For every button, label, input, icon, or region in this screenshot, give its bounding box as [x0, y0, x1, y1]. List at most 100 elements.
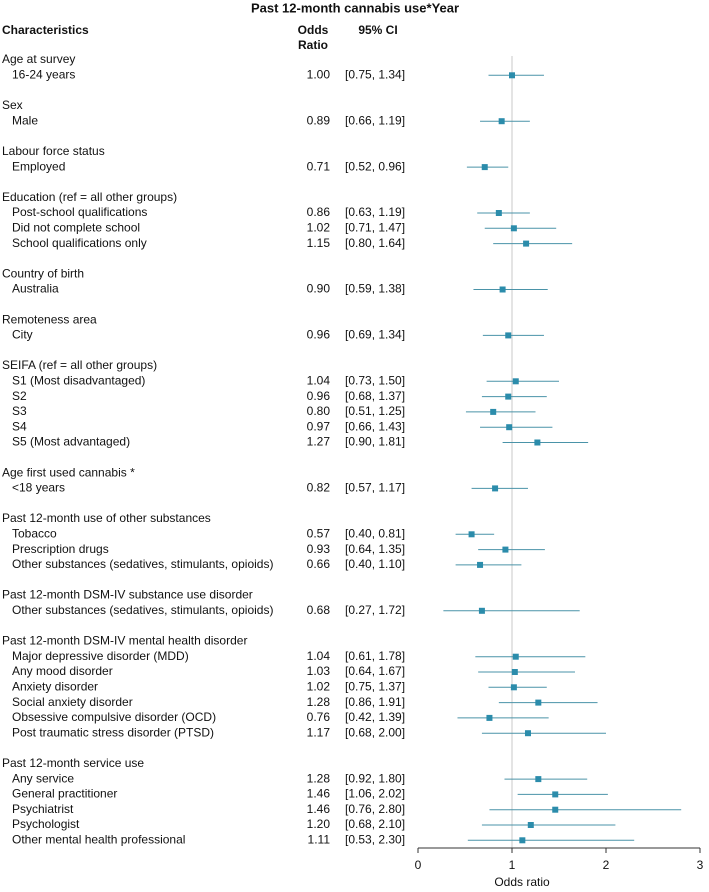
point-estimate — [523, 240, 530, 247]
odds-ratio: 0.89 — [307, 113, 331, 127]
ci-text: [0.75, 1.37] — [345, 679, 405, 693]
ci-text: [0.66, 1.43] — [345, 419, 405, 433]
ci-text: [0.52, 0.96] — [345, 159, 405, 173]
point-estimate — [490, 408, 497, 415]
odds-ratio: 1.02 — [307, 679, 331, 693]
odds-ratio: 0.66 — [307, 557, 331, 571]
odds-ratio: 1.17 — [307, 725, 331, 739]
odds-ratio: 1.04 — [307, 373, 331, 387]
odds-ratio: 1.03 — [307, 664, 331, 678]
point-estimate — [552, 791, 559, 798]
row-label: Psychologist — [12, 817, 80, 831]
odds-ratio: 1.28 — [307, 695, 331, 709]
point-estimate — [535, 699, 542, 706]
ci-text: [0.64, 1.35] — [345, 542, 405, 556]
group-label: Education (ref = all other groups) — [2, 190, 177, 204]
ci-text: [0.66, 1.19] — [345, 113, 405, 127]
odds-ratio: 0.68 — [307, 603, 331, 617]
row-label: Australia — [12, 282, 59, 296]
point-estimate — [486, 714, 493, 721]
row-label: Psychiatrist — [12, 802, 74, 816]
row-label: Major depressive disorder (MDD) — [12, 649, 189, 663]
odds-ratio: 1.27 — [307, 435, 331, 449]
ci-text: [0.57, 1.17] — [345, 481, 405, 495]
point-estimate — [468, 531, 475, 538]
row-label: Post-school qualifications — [12, 205, 147, 219]
point-estimate — [510, 225, 517, 232]
ci-text: [0.51, 1.25] — [345, 404, 405, 418]
row-label: Anxiety disorder — [12, 679, 98, 693]
group-label: Past 12-month service use — [2, 756, 144, 770]
ci-text: [0.64, 1.67] — [345, 664, 405, 678]
group-label: Age at survey — [2, 52, 75, 66]
ci-text: [0.59, 1.38] — [345, 282, 405, 296]
point-estimate — [498, 118, 505, 125]
odds-ratio: 0.97 — [307, 419, 331, 433]
x-tick-label: 1 — [509, 858, 516, 872]
odds-ratio: 1.00 — [307, 67, 331, 81]
row-label: Prescription drugs — [12, 542, 109, 556]
point-estimate — [505, 393, 512, 400]
ci-text: [0.69, 1.34] — [345, 328, 405, 342]
x-tick-label: 2 — [603, 858, 610, 872]
row-label: Other mental health professional — [12, 832, 185, 846]
point-estimate — [512, 653, 519, 660]
odds-ratio: 1.46 — [307, 802, 331, 816]
ci-text: [1.06, 2.02] — [345, 787, 405, 801]
group-label: SEIFA (ref = all other groups) — [2, 358, 157, 372]
group-label: Sex — [2, 98, 23, 112]
ci-text: [0.90, 1.81] — [345, 435, 405, 449]
x-tick-label: 3 — [697, 858, 704, 872]
ci-text: [0.63, 1.19] — [345, 205, 405, 219]
ci-text: [0.86, 1.91] — [345, 695, 405, 709]
point-estimate — [519, 837, 526, 844]
row-label: School qualifications only — [12, 236, 147, 250]
odds-ratio: 0.96 — [307, 389, 331, 403]
row-label: Obsessive compulsive disorder (OCD) — [12, 710, 216, 724]
row-label: Other substances (sedatives, stimulants,… — [12, 603, 273, 617]
group-label: Labour force status — [2, 144, 105, 158]
odds-ratio: 1.28 — [307, 771, 331, 785]
group-label: Remoteness area — [2, 312, 97, 326]
ci-text: [0.40, 1.10] — [345, 557, 405, 571]
ci-text: [0.27, 1.72] — [345, 603, 405, 617]
row-label: Post traumatic stress disorder (PTSD) — [12, 725, 214, 739]
point-estimate — [477, 561, 484, 568]
odds-ratio: 1.11 — [308, 832, 331, 846]
row-label: General practitioner — [12, 787, 117, 801]
odds-ratio: 0.96 — [307, 328, 331, 342]
odds-ratio: 0.86 — [307, 205, 331, 219]
point-estimate — [481, 164, 488, 171]
row-label: S1 (Most disadvantaged) — [12, 373, 145, 387]
chart-title: Past 12-month cannabis use*Year — [251, 0, 459, 15]
ci-text: [0.68, 2.00] — [345, 725, 405, 739]
row-label: <18 years — [12, 481, 65, 495]
ci-text: [0.42, 1.39] — [345, 710, 405, 724]
row-label: City — [12, 328, 33, 342]
point-estimate — [478, 607, 485, 614]
group-label: Past 12-month use of other substances — [2, 511, 211, 525]
ci-text: [0.73, 1.50] — [345, 373, 405, 387]
ci-text: [0.71, 1.47] — [345, 220, 405, 234]
row-label: S2 — [12, 389, 27, 403]
row-label: Employed — [12, 159, 65, 173]
odds-ratio: 1.20 — [307, 817, 331, 831]
row-label: Tobacco — [12, 526, 57, 540]
point-estimate — [512, 378, 519, 385]
row-label: Did not complete school — [12, 220, 140, 234]
ci-text: [0.40, 0.81] — [345, 526, 405, 540]
point-estimate — [552, 806, 559, 813]
point-estimate — [492, 485, 499, 492]
group-label: Past 12-month DSM-IV mental health disor… — [2, 634, 247, 648]
ci-text: [0.92, 1.80] — [345, 771, 405, 785]
row-label: Any service — [12, 771, 74, 785]
column-header: 95% CI — [358, 23, 397, 37]
odds-ratio: 0.76 — [307, 710, 331, 724]
row-label: Any mood disorder — [12, 664, 113, 678]
x-tick-label: 0 — [415, 858, 422, 872]
odds-ratio: 1.46 — [307, 787, 331, 801]
odds-ratio: 0.80 — [307, 404, 331, 418]
row-label: S4 — [12, 419, 27, 433]
row-label: S3 — [12, 404, 27, 418]
ci-text: [0.80, 1.64] — [345, 236, 405, 250]
